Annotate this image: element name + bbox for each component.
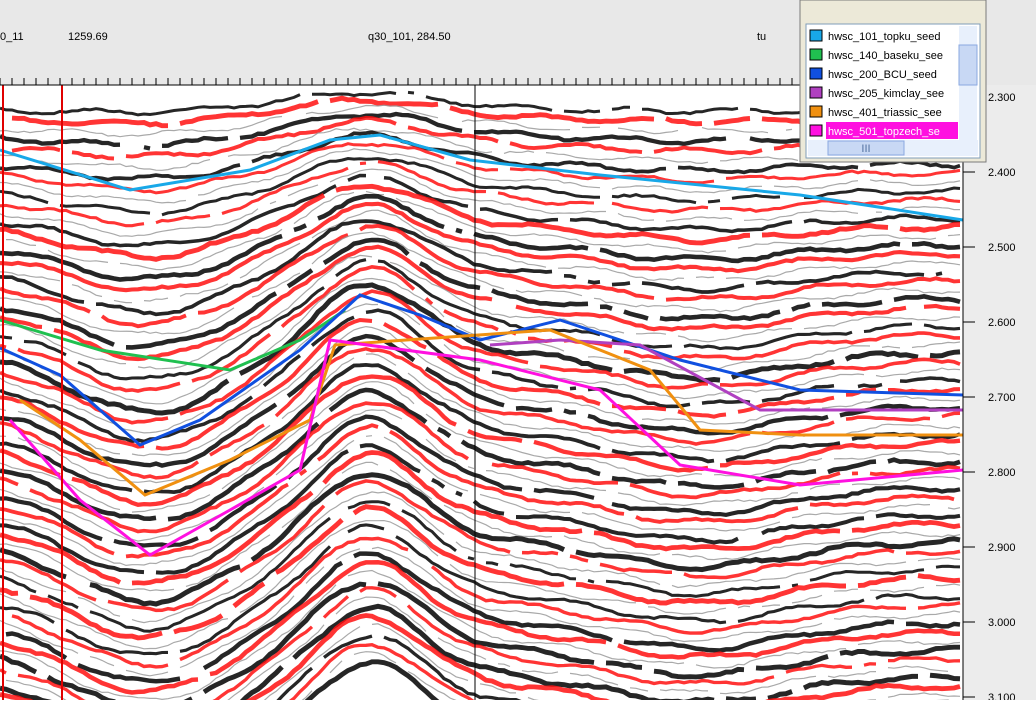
- reflector: [0, 362, 961, 495]
- reflector: [0, 142, 961, 195]
- horizon: [19, 328, 963, 497]
- tick-label: 2.600: [988, 317, 1016, 329]
- horizon: [0, 308, 346, 372]
- tick-label: 2.300: [988, 92, 1016, 104]
- reflector: [0, 223, 961, 329]
- legend-label[interactable]: hwsc_401_triassic_see: [828, 107, 942, 119]
- reflector: [0, 472, 961, 607]
- tick-label: 2.400: [988, 167, 1016, 179]
- reflector: [11, 536, 961, 669]
- legend-label[interactable]: hwsc_140_baseku_see: [828, 50, 943, 62]
- reflector: [0, 231, 961, 335]
- reflector: [0, 173, 961, 248]
- horizon: [489, 338, 963, 412]
- header-labels: 0_11 1259.69 q30_101, 284.50 tu: [0, 31, 961, 85]
- header-label: tu: [757, 31, 766, 43]
- reflector: [0, 127, 961, 171]
- selected-row: [826, 122, 958, 139]
- reflector: [0, 148, 961, 204]
- reflector: [0, 387, 961, 522]
- reflector: [0, 130, 961, 182]
- legend-label[interactable]: hwsc_200_BCU_seed: [828, 69, 937, 81]
- reflector: [0, 156, 961, 217]
- tick-label: 2.900: [988, 542, 1016, 554]
- reflector: [0, 244, 961, 362]
- legend-swatch[interactable]: [809, 67, 823, 80]
- reflector: [0, 613, 961, 705]
- tick-label: 2.700: [988, 392, 1016, 404]
- legend-swatch[interactable]: [809, 48, 823, 61]
- reflector: [0, 111, 961, 151]
- reflector: [0, 374, 961, 507]
- reflector: [0, 160, 961, 228]
- reflector: [0, 193, 961, 282]
- reflector: [0, 443, 961, 575]
- header-label: 1259.69: [68, 31, 108, 43]
- reflector: [271, 634, 961, 705]
- legend-label[interactable]: hwsc_101_topku_seed: [828, 31, 941, 43]
- reflector: [11, 115, 961, 161]
- tick-label: 2.800: [988, 467, 1016, 479]
- reflector: [0, 104, 961, 138]
- reflector: [0, 560, 960, 695]
- reflector: [0, 491, 961, 624]
- reflector: [0, 346, 961, 480]
- reflector: [0, 201, 961, 293]
- reflector: [0, 183, 960, 262]
- reflector: [299, 651, 468, 705]
- header-label: q30_101, 284.50: [368, 31, 451, 43]
- scroll-grip: III: [861, 143, 870, 155]
- horizon: [0, 133, 964, 222]
- header-label: 0_11: [0, 31, 24, 43]
- reflector: [0, 282, 961, 416]
- horizons: [0, 133, 964, 557]
- legend-label[interactable]: hwsc_205_kimclay_see: [828, 88, 944, 100]
- reflector: [0, 523, 961, 656]
- reflector: [0, 569, 961, 701]
- reflector: [0, 289, 961, 425]
- tick-label: 2.500: [988, 242, 1016, 254]
- seismic-section: [0, 90, 961, 705]
- reflector: [0, 546, 961, 677]
- reflector: [0, 519, 961, 650]
- reflector: [0, 435, 961, 567]
- time-axis-bar: [963, 85, 1036, 700]
- horizon: [8, 338, 964, 557]
- reflector: [0, 414, 961, 548]
- reflector: [283, 643, 485, 705]
- legend-swatch[interactable]: [809, 105, 823, 118]
- legend-label[interactable]: hwsc_501_topzech_se: [828, 126, 940, 138]
- tick-label: 3.000: [988, 617, 1016, 629]
- reflector: [0, 209, 961, 304]
- reflector: [6, 190, 961, 271]
- legend-swatch[interactable]: [809, 29, 823, 42]
- reflector: [0, 333, 961, 468]
- reflector: [0, 504, 961, 641]
- legend-swatch[interactable]: [809, 124, 823, 137]
- scroll-thumb[interactable]: [958, 44, 978, 86]
- reflector: [298, 659, 447, 705]
- legend-items: hwsc_101_topku_seed hwsc_140_baseku_seehw…: [809, 29, 958, 139]
- reflector: [5, 551, 961, 684]
- reflector: [0, 479, 961, 613]
- scroll-thumb[interactable]: [827, 140, 905, 156]
- reflector: [0, 581, 960, 705]
- reflector: [0, 423, 955, 559]
- reflector: [0, 237, 961, 350]
- horizon: [0, 293, 964, 447]
- reflector: [0, 450, 961, 586]
- reflector: [0, 168, 960, 237]
- legend-swatch[interactable]: [809, 86, 823, 99]
- tick-label: 3.100: [988, 692, 1016, 700]
- reflector: [0, 401, 961, 534]
- reflector: [0, 303, 961, 434]
